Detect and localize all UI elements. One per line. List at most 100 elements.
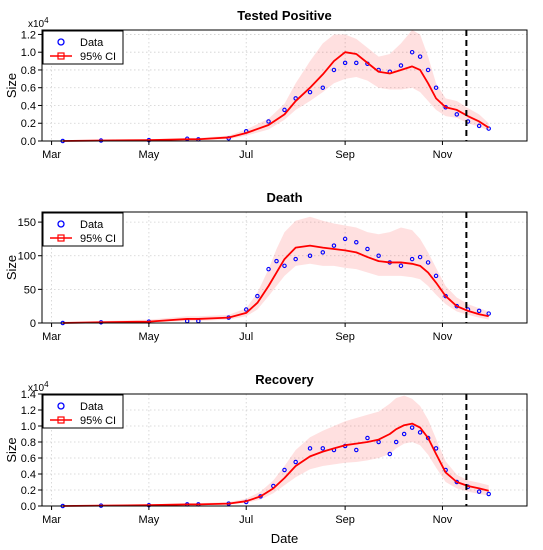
data-point (401, 431, 407, 437)
x-tick-label: Sep (335, 514, 355, 526)
legend: Data 95% CI (42, 212, 124, 247)
chart-title: Recovery (255, 372, 314, 387)
legend-marker-data (57, 402, 65, 410)
panel-0: 0.0 0.2 0.4 0.6 0.8 1.0 1.2 Mar May Jul Sep Nov Test… (4, 8, 528, 161)
plot-frame (41, 393, 528, 507)
multiplier-base: x10 (28, 383, 45, 394)
y-tick-label: 1.0 (21, 421, 36, 433)
x-tick-label: Sep (335, 331, 355, 343)
legend-marker-ci (57, 416, 65, 424)
legend: Data 95% CI (42, 30, 124, 65)
legend-label-data: Data (80, 401, 104, 413)
data-point (282, 107, 287, 113)
y-tick-label: 0.6 (21, 453, 36, 465)
data-point (454, 112, 460, 117)
x-tick-label: Nov (433, 514, 453, 526)
y-tick-label: 0.8 (21, 65, 36, 77)
legend-box (42, 30, 124, 65)
data-point (342, 236, 348, 242)
x-tick-label: Mar (42, 331, 61, 343)
legend-marker-ci (57, 52, 65, 60)
data-point (331, 67, 337, 73)
x-axis-label: Date (271, 531, 298, 546)
y-tick-label: 0.0 (21, 136, 36, 148)
data-point (354, 447, 359, 453)
legend-marker-ci (57, 234, 65, 242)
data-point (320, 446, 326, 451)
y-tick-label: 0.2 (21, 118, 36, 130)
ci-band (62, 30, 489, 141)
legend-label-ci: 95% CI (80, 51, 116, 63)
data-point (293, 459, 298, 465)
data-point (365, 246, 370, 252)
multiplier-exponent: 4 (44, 16, 49, 25)
data-point (243, 307, 249, 312)
fit-line (62, 244, 489, 324)
x-tick-label: May (139, 149, 160, 161)
data-point (342, 60, 348, 66)
data-point (486, 491, 491, 497)
data-point (293, 256, 298, 262)
data-point (266, 119, 271, 124)
multiplier-base: x10 (28, 19, 45, 30)
x-tick-label: Nov (433, 331, 453, 343)
y-axis-label: Size (4, 437, 19, 462)
y-tick-label: 0.2 (21, 485, 36, 497)
data-point (425, 260, 431, 265)
ci-band (62, 395, 489, 506)
legend-label-data: Data (80, 37, 104, 49)
data-point (433, 85, 439, 90)
data-point (365, 435, 370, 441)
data-point (387, 451, 393, 457)
legend-box (42, 212, 124, 247)
legend-box (42, 394, 124, 429)
data-point (282, 263, 287, 269)
y-tick-label: 0.4 (21, 469, 36, 481)
data-point (417, 430, 423, 435)
data-point (393, 439, 399, 445)
y-tick-label: 50 (24, 284, 36, 296)
data-point (307, 253, 313, 258)
data-point (425, 67, 431, 73)
y-tick-label: 0.0 (21, 501, 36, 513)
y-axis-label: Size (4, 73, 19, 98)
y-tick-label: 150 (18, 217, 36, 229)
data-point (282, 467, 287, 473)
chart-title: Death (266, 190, 302, 205)
data-point (398, 63, 404, 68)
x-tick-label: Mar (42, 149, 61, 161)
data-point (376, 253, 381, 258)
x-tick-label: Sep (335, 149, 355, 161)
legend-marker-data (57, 220, 65, 228)
data-point (398, 263, 404, 269)
data-point (409, 425, 415, 430)
panel-1: 0 50 100 150 Mar May Jul Sep Nov Death Size Data 95%… (4, 190, 528, 343)
legend-marker-data (57, 38, 65, 46)
plot-frame (41, 211, 528, 324)
y-tick-label: 1.2 (21, 405, 36, 417)
data-point (307, 89, 313, 95)
y-tick-label: 0.8 (21, 437, 36, 449)
x-tick-label: Jul (239, 149, 253, 161)
data-point (320, 85, 326, 90)
y-tick-label: 0.4 (21, 100, 36, 112)
y-axis-label: Size (4, 255, 19, 280)
y-tick-label: 1.2 (21, 29, 36, 41)
multiplier-exponent: 4 (44, 380, 49, 389)
y-tick-label: 0 (30, 318, 36, 330)
data-point (255, 293, 260, 299)
axis-multiplier: x104 (28, 380, 49, 394)
plot-frame (41, 29, 528, 142)
panel-2: 0.0 0.2 0.4 0.6 0.8 1.0 1.2 1.4 Mar May Jul Sep Nov R… (4, 372, 528, 546)
data-point (354, 240, 359, 245)
x-tick-label: Jul (239, 514, 253, 526)
ci-band (62, 216, 489, 323)
legend-label-ci: 95% CI (80, 415, 116, 427)
data-point (354, 60, 359, 66)
fit-line (62, 51, 490, 142)
data-point (476, 308, 482, 314)
data-point (476, 123, 482, 129)
legend: Data 95% CI (42, 394, 124, 429)
legend-label-data: Data (80, 219, 104, 231)
